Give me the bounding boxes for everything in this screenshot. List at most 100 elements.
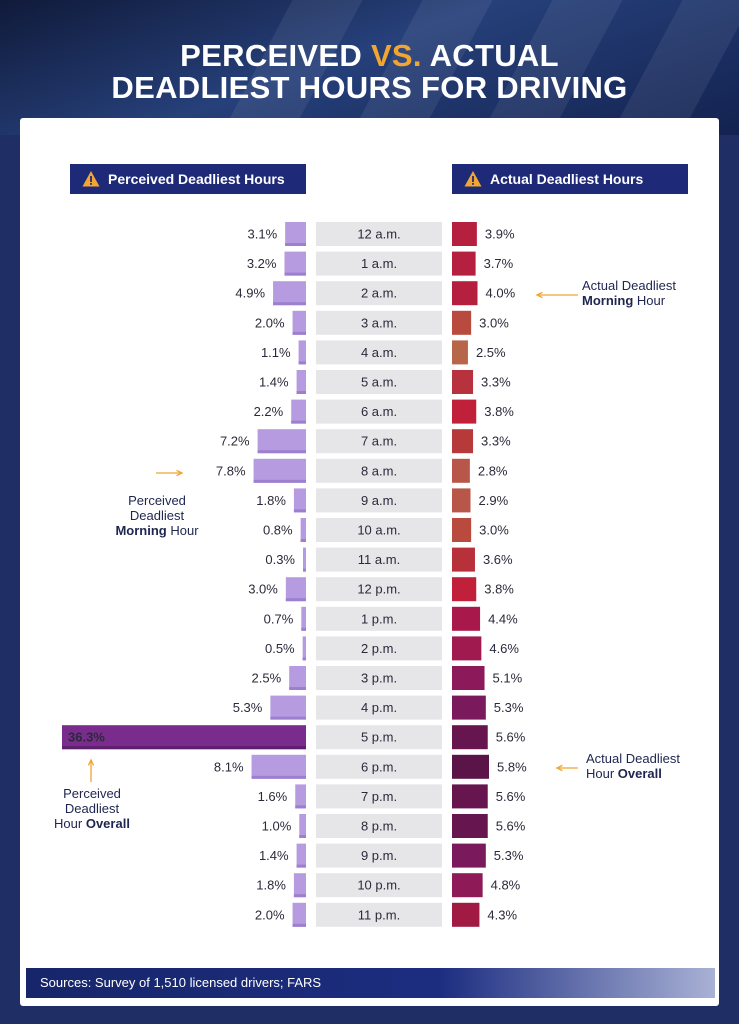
actual-value-label: 5.1% (493, 671, 523, 686)
sources-footer: Sources: Survey of 1,510 licensed driver… (26, 968, 715, 998)
actual-value-label: 3.8% (484, 582, 514, 597)
actual-value-label: 5.3% (494, 848, 524, 863)
perceived-bar (289, 666, 306, 690)
hour-label: 10 a.m. (357, 523, 400, 538)
actual-bar (452, 547, 475, 572)
actual-bar (452, 518, 472, 542)
perceived-bar (293, 488, 306, 513)
actual-bar (452, 429, 474, 454)
perceived-value-label: 1.8% (256, 493, 286, 508)
perceived-value-label: 0.3% (265, 552, 295, 567)
hour-box (316, 547, 442, 572)
perceived-bar-shade (302, 657, 306, 661)
hour-box (316, 902, 442, 927)
perceived-value-label: 2.0% (255, 907, 285, 922)
hour-label: 4 a.m. (361, 345, 397, 360)
hour-box (316, 784, 442, 809)
hour-label: 6 p.m. (361, 759, 397, 774)
warning-icon (82, 171, 100, 187)
hour-label: 2 p.m. (361, 641, 397, 656)
perceived-bar-shade (270, 716, 306, 720)
hour-box (316, 814, 442, 838)
hour-label: 12 a.m. (357, 227, 400, 242)
hour-box (316, 340, 442, 365)
perceived-bar-shade (301, 627, 306, 631)
hour-label: 10 p.m. (357, 878, 400, 893)
perceived-bar (293, 873, 306, 898)
perceived-bar (295, 784, 306, 809)
actual-value-label: 5.3% (494, 700, 524, 715)
perceived-bar-shade (295, 805, 306, 809)
perceived-bar (302, 636, 306, 661)
hour-label: 11 p.m. (358, 907, 400, 922)
perceived-header: Perceived Deadliest Hours (70, 164, 306, 194)
hour-label: 9 a.m. (361, 493, 397, 508)
hour-box (316, 458, 442, 483)
perceived-bar-shade (284, 272, 306, 276)
hour-box (316, 251, 442, 276)
actual-value-label: 4.6% (489, 641, 519, 656)
perceived-value-label: 7.2% (220, 434, 250, 449)
actual-header: Actual Deadliest Hours (452, 164, 688, 194)
perceived-value-label: 3.1% (248, 227, 278, 242)
perceived-value-label: 4.9% (235, 286, 265, 301)
warning-icon (464, 171, 482, 187)
actual-bar (452, 370, 474, 394)
page-title: PERCEIVED VS. ACTUAL DEADLIEST HOURS FOR… (111, 38, 628, 105)
arrow-perceived-overall-head (87, 758, 95, 766)
perceived-value-label: 2.2% (254, 404, 284, 419)
perceived-bar (299, 814, 306, 838)
actual-value-label: 2.8% (478, 463, 508, 478)
actual-value-label: 4.4% (488, 611, 518, 626)
actual-value-label: 3.7% (484, 256, 514, 271)
actual-value-label: 4.3% (487, 907, 517, 922)
annotation-perceived-morning: Perceived Deadliest Morning Hour (115, 493, 199, 538)
perceived-bar-shade (299, 835, 306, 838)
actual-bar (452, 902, 480, 927)
perceived-bar (303, 547, 306, 572)
perceived-bar-shade (292, 923, 306, 927)
hour-box (316, 281, 442, 306)
perceived-bar-shade (300, 539, 306, 542)
perceived-value-label: 0.8% (263, 523, 293, 538)
perceived-bar (270, 695, 306, 720)
hour-label: 5 p.m. (361, 730, 397, 745)
actual-bar (452, 488, 471, 513)
hour-box (316, 843, 442, 868)
hero-banner: PERCEIVED VS. ACTUAL DEADLIEST HOURS FOR… (0, 0, 739, 135)
actual-bar (452, 666, 485, 690)
hour-box (316, 666, 442, 690)
actual-value-label: 5.8% (497, 759, 527, 774)
hour-label: 8 a.m. (361, 463, 397, 478)
hour-box (316, 873, 442, 898)
perceived-bar-shade (293, 894, 306, 898)
perceived-bar-shade (293, 509, 306, 513)
perceived-bar (291, 399, 306, 424)
perceived-value-label: 8.1% (214, 759, 244, 774)
perceived-bar (285, 222, 306, 246)
perceived-bar (296, 843, 306, 868)
perceived-bar (292, 902, 306, 927)
actual-bar (452, 281, 478, 306)
actual-value-label: 2.5% (476, 345, 506, 360)
perceived-bar (253, 458, 306, 483)
perceived-bar (251, 754, 306, 779)
actual-bar (452, 725, 488, 750)
perceived-bar (273, 281, 306, 306)
actual-value-label: 3.3% (481, 375, 511, 390)
actual-bar (452, 251, 476, 276)
hour-label: 8 p.m. (361, 819, 397, 834)
arrow-perceived-morning-head (176, 469, 184, 477)
perceived-value-label: 1.6% (258, 789, 288, 804)
perceived-bar-shade (253, 479, 306, 483)
hour-box (316, 725, 442, 750)
hour-label: 3 a.m. (361, 315, 397, 330)
hour-box (316, 488, 442, 513)
arrow-actual-morning-head (535, 291, 543, 299)
perceived-bar (257, 429, 306, 454)
perceived-value-label: 2.5% (252, 671, 282, 686)
perceived-value-label: 1.0% (262, 819, 292, 834)
hour-box (316, 606, 442, 631)
hour-box (316, 695, 442, 720)
actual-bar (452, 784, 488, 809)
